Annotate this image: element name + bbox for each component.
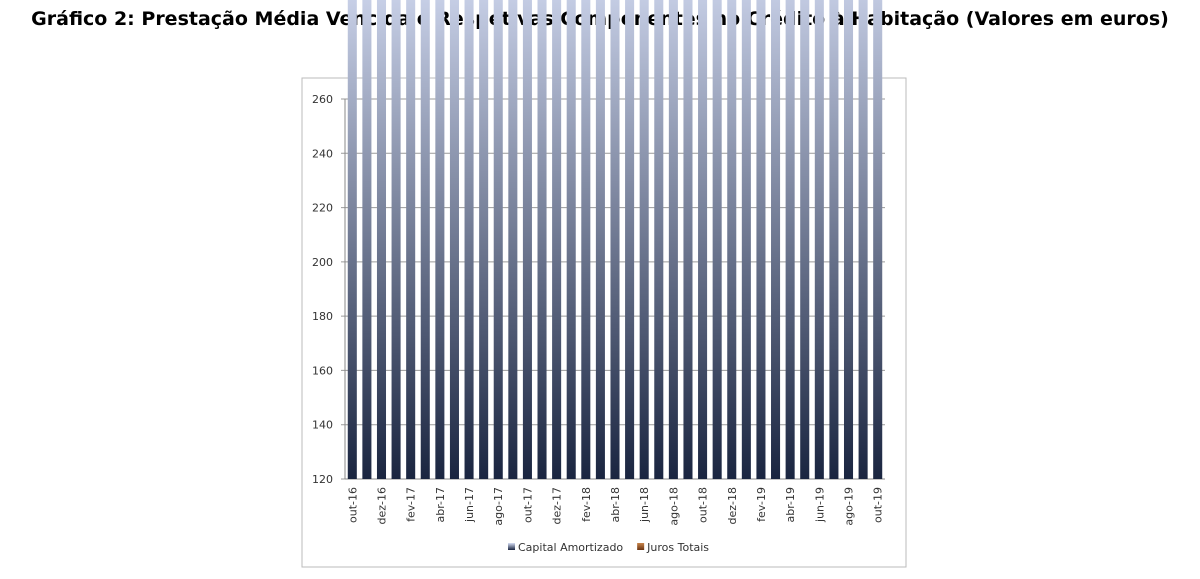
bar-segment (858, 0, 868, 479)
x-tick-label: out-18 (697, 487, 710, 523)
bar-segment (800, 0, 810, 480)
bar-segment (552, 0, 562, 479)
x-tick-label: fev-19 (755, 487, 768, 522)
bar-segment (610, 0, 620, 479)
x-tick-label: fev-17 (405, 487, 418, 522)
legend-label: Juros Totais (646, 541, 709, 554)
x-tick-label: ago-18 (667, 487, 680, 526)
bar-segment (391, 0, 401, 479)
y-tick-label: 160 (312, 364, 333, 377)
bar-segment (639, 0, 649, 479)
x-tick-label: out-16 (346, 487, 359, 523)
bar-segment (464, 0, 474, 479)
bar-segment (756, 0, 766, 480)
bar-segment (435, 0, 445, 479)
x-tick-label: abr-19 (784, 487, 797, 523)
legend-swatch (508, 543, 515, 550)
bar-segment (712, 0, 722, 480)
bar-segment (873, 0, 883, 479)
bar-segment (625, 0, 635, 479)
bar-segment (479, 0, 489, 479)
x-tick-label: dez-16 (375, 487, 388, 525)
y-tick-label: 240 (312, 147, 333, 160)
bar-segment (727, 0, 737, 480)
y-tick-label: 120 (312, 473, 333, 486)
bar-segment (595, 0, 605, 479)
x-tick-label: out-17 (521, 487, 534, 523)
y-tick-label: 220 (312, 202, 333, 215)
x-tick-label: fev-18 (580, 487, 593, 522)
bar-segment (522, 0, 532, 479)
bar-segment (376, 0, 387, 480)
bar-segment (741, 0, 751, 480)
bar-segment (771, 0, 781, 480)
bar-segment (654, 0, 664, 480)
x-tick-label: jun-18 (638, 487, 651, 523)
x-tick-label: abr-18 (609, 487, 622, 523)
bar-segment (420, 0, 430, 479)
y-tick-label: 180 (312, 310, 333, 323)
y-tick-label: 200 (312, 256, 333, 269)
bar-segment (508, 0, 518, 479)
bar-segment (362, 0, 372, 480)
x-tick-label: dez-17 (551, 487, 564, 525)
x-tick-label: jun-17 (463, 487, 476, 523)
bar-segment (566, 0, 576, 479)
bar-segment (814, 0, 824, 480)
bar-segment (698, 0, 708, 480)
bar-segment (829, 0, 839, 480)
y-tick-label: 260 (312, 93, 333, 106)
bar-segment (449, 0, 459, 479)
x-tick-label: dez-18 (726, 487, 739, 525)
x-tick-label: out-19 (872, 487, 885, 523)
bar-segment (581, 0, 591, 479)
x-tick-label: ago-17 (492, 487, 505, 526)
x-tick-label: jun-19 (813, 487, 826, 523)
bar-segment (683, 0, 693, 480)
bar-segment (347, 0, 357, 480)
y-tick-label: 140 (312, 419, 333, 432)
x-tick-label: abr-17 (434, 487, 447, 523)
bar-segment (406, 0, 416, 479)
bar-segment (537, 0, 547, 479)
bar-segment (668, 0, 678, 480)
x-tick-label: ago-19 (843, 487, 856, 526)
bar-segment (493, 0, 503, 479)
legend-label: Capital Amortizado (518, 541, 623, 554)
legend-swatch (637, 543, 645, 550)
bar-segment (843, 0, 854, 480)
bar-segment (785, 0, 795, 480)
